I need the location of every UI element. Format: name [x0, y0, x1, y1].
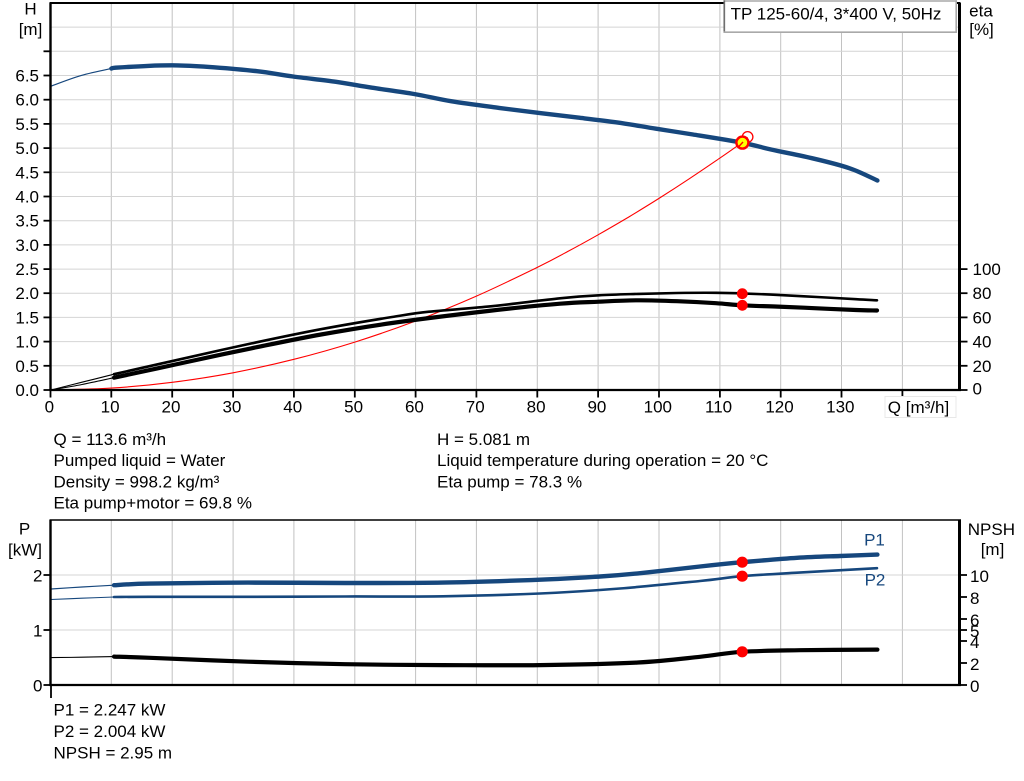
svg-text:3.0: 3.0	[15, 236, 39, 255]
svg-text:NPSH: NPSH	[968, 520, 1015, 539]
svg-text:P2: P2	[865, 570, 886, 589]
svg-text:130: 130	[826, 398, 854, 417]
svg-text:40: 40	[973, 333, 992, 352]
svg-text:2.0: 2.0	[15, 284, 39, 303]
svg-text:2: 2	[970, 655, 979, 674]
svg-text:6: 6	[970, 611, 979, 630]
svg-text:NPSH = 2.95 m: NPSH = 2.95 m	[54, 744, 173, 763]
svg-text:120: 120	[765, 398, 793, 417]
svg-text:50: 50	[344, 398, 363, 417]
svg-text:eta: eta	[969, 2, 993, 21]
svg-text:40: 40	[283, 398, 302, 417]
svg-text:5.5: 5.5	[15, 115, 39, 134]
svg-text:[m]: [m]	[19, 20, 43, 39]
svg-text:H: H	[24, 0, 36, 18]
svg-text:90: 90	[587, 398, 606, 417]
svg-text:Liquid temperature during oper: Liquid temperature during operation = 20…	[437, 451, 768, 470]
svg-text:6.5: 6.5	[15, 67, 39, 86]
svg-text:0: 0	[973, 380, 982, 399]
svg-text:2.5: 2.5	[15, 260, 39, 279]
svg-text:5: 5	[970, 622, 979, 641]
svg-text:0.0: 0.0	[15, 381, 39, 400]
svg-text:P2 = 2.004 kW: P2 = 2.004 kW	[54, 722, 166, 741]
svg-text:P1: P1	[864, 531, 885, 550]
svg-text:TP 125-60/4, 3*400 V, 50Hz: TP 125-60/4, 3*400 V, 50Hz	[731, 4, 942, 23]
svg-text:Eta pump+motor = 69.8 %: Eta pump+motor = 69.8 %	[54, 494, 252, 513]
svg-text:5.0: 5.0	[15, 139, 39, 158]
svg-text:[m]: [m]	[981, 540, 1005, 559]
svg-text:P1 = 2.247 kW: P1 = 2.247 kW	[54, 701, 166, 720]
svg-text:Q = 113.6 m³/h: Q = 113.6 m³/h	[54, 430, 167, 449]
svg-text:100: 100	[973, 260, 1001, 279]
svg-text:2: 2	[33, 567, 42, 586]
svg-text:70: 70	[466, 398, 485, 417]
svg-text:1.5: 1.5	[15, 308, 39, 327]
svg-text:4.0: 4.0	[15, 188, 39, 207]
svg-text:Density = 998.2 kg/m³: Density = 998.2 kg/m³	[54, 472, 220, 491]
svg-text:60: 60	[973, 308, 992, 327]
svg-text:[%]: [%]	[969, 20, 994, 39]
svg-text:80: 80	[973, 284, 992, 303]
svg-text:80: 80	[527, 398, 546, 417]
svg-text:P: P	[19, 520, 30, 539]
svg-text:0: 0	[970, 677, 979, 696]
svg-text:0: 0	[45, 398, 54, 417]
svg-text:3.5: 3.5	[15, 212, 39, 231]
svg-text:H = 5.081 m: H = 5.081 m	[437, 430, 530, 449]
svg-text:1: 1	[33, 622, 42, 641]
svg-text:4.5: 4.5	[15, 163, 39, 182]
svg-text:8: 8	[970, 589, 979, 608]
svg-text:Pumped liquid = Water: Pumped liquid = Water	[54, 451, 226, 470]
svg-text:100: 100	[644, 398, 672, 417]
svg-text:10: 10	[970, 567, 989, 586]
svg-text:6.0: 6.0	[15, 91, 39, 110]
svg-text:20: 20	[973, 357, 992, 376]
svg-text:60: 60	[405, 398, 424, 417]
svg-text:[kW]: [kW]	[8, 541, 42, 560]
svg-text:0.5: 0.5	[15, 357, 39, 376]
svg-text:1.0: 1.0	[15, 333, 39, 352]
svg-text:10: 10	[101, 398, 120, 417]
svg-text:110: 110	[705, 398, 732, 417]
svg-text:30: 30	[222, 398, 241, 417]
svg-text:20: 20	[162, 398, 181, 417]
svg-text:0: 0	[33, 677, 42, 696]
svg-text:Eta pump = 78.3 %: Eta pump = 78.3 %	[437, 472, 582, 491]
svg-text:4: 4	[970, 633, 979, 652]
svg-text:Q [m³/h]: Q [m³/h]	[888, 398, 949, 417]
